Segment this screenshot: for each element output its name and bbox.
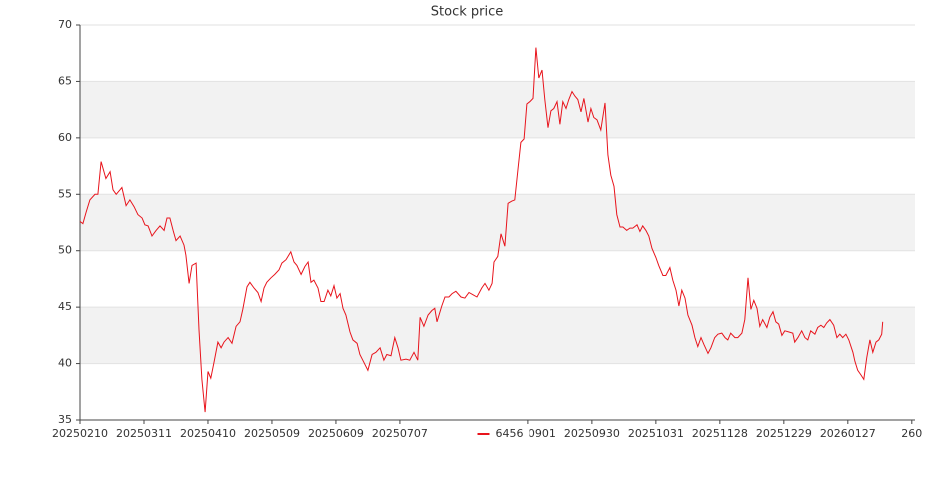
x-tick-label: 20250509 [244,427,300,440]
x-tick-label: 20251229 [756,427,812,440]
x-tick-label: 20250609 [308,427,364,440]
x-tick-label: 20250930 [564,427,620,440]
x-tick-label: 20251128 [692,427,748,440]
y-tick-label: 55 [58,187,72,200]
grid-band [80,307,915,364]
x-tick-label: 20260127 [820,427,876,440]
x-tick-label: 20250210 [52,427,108,440]
x-tick-label: 20250707 [372,427,428,440]
y-tick-label: 40 [58,357,72,370]
y-tick-label: 65 [58,74,72,87]
y-tick-label: 70 [58,18,72,31]
price-line [79,47,884,413]
legend-bg [493,426,530,442]
y-tick-label: 60 [58,131,72,144]
y-tick-label: 50 [58,244,72,257]
chart-title: Stock price [431,5,503,20]
x-tick-label: 20250410 [180,427,236,440]
grid-band [80,194,915,251]
x-tick-label: 20250311 [116,427,172,440]
x-tick-label: 20251031 [628,427,684,440]
y-tick-label: 35 [58,413,72,426]
x-tick-label: 260 [901,427,922,440]
grid-band [80,81,915,138]
legend-label: 6456 [496,427,524,440]
y-tick-label: 45 [58,300,72,313]
